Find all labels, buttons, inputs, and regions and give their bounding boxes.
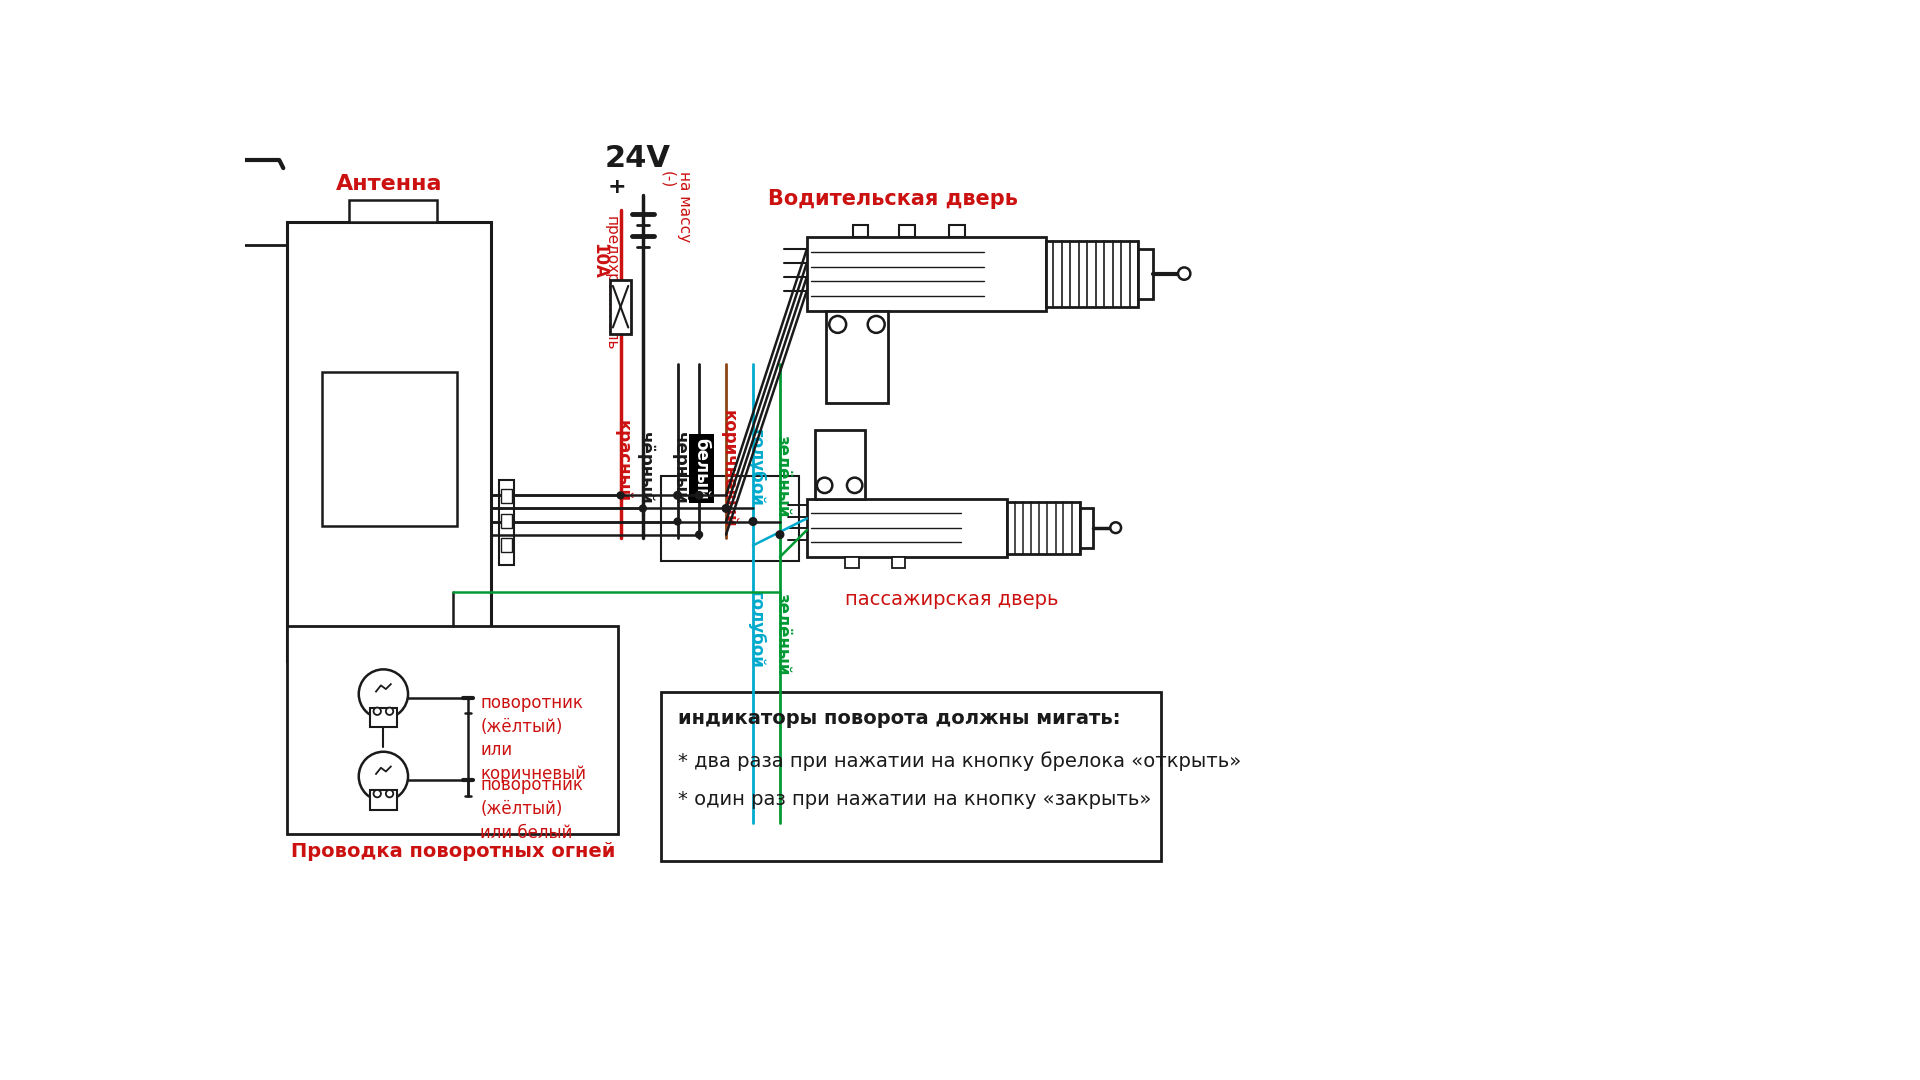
Circle shape — [359, 670, 409, 718]
Circle shape — [776, 531, 783, 538]
Text: красный: красный — [614, 420, 632, 502]
Circle shape — [386, 789, 394, 797]
Text: предохранитель: предохранитель — [603, 216, 618, 351]
Bar — [499, 480, 515, 565]
Bar — [288, 626, 618, 834]
Bar — [948, 225, 964, 238]
Bar — [891, 557, 906, 568]
Bar — [1046, 241, 1139, 307]
Text: пассажирская дверь: пассажирская дверь — [845, 590, 1060, 609]
Bar — [899, 225, 914, 238]
Circle shape — [618, 492, 624, 499]
Bar — [371, 707, 397, 727]
Circle shape — [374, 789, 380, 797]
Text: поворотник
(жёлтый)
или белый: поворотник (жёлтый) или белый — [480, 777, 584, 841]
Text: Антенна: Антенна — [336, 174, 442, 193]
Circle shape — [829, 316, 847, 333]
Text: голубой: голубой — [747, 430, 764, 508]
Circle shape — [674, 491, 682, 499]
Circle shape — [847, 477, 862, 494]
Text: белый: белый — [693, 437, 710, 499]
Circle shape — [374, 707, 380, 715]
Text: +: + — [607, 177, 626, 198]
Text: 24V: 24V — [605, 145, 670, 174]
Text: Водительская дверь: Водительская дверь — [768, 189, 1018, 208]
Text: чёрный: чёрный — [636, 432, 655, 504]
Bar — [1081, 509, 1092, 548]
Bar — [323, 373, 457, 526]
Bar — [806, 499, 1008, 557]
Text: зелёный: зелёный — [774, 593, 791, 675]
Bar — [845, 557, 860, 568]
Text: 10А: 10А — [589, 243, 609, 279]
Bar — [806, 238, 1046, 311]
Text: коричневый: коричневый — [720, 409, 737, 527]
Bar — [814, 430, 864, 499]
Circle shape — [1179, 268, 1190, 280]
Bar — [288, 222, 492, 661]
Text: * один раз при нажатии на кнопку «закрыть»: * один раз при нажатии на кнопку «закрыт… — [678, 789, 1150, 809]
Circle shape — [722, 505, 730, 512]
Bar — [501, 514, 513, 528]
Circle shape — [695, 491, 703, 499]
Bar — [1139, 249, 1154, 299]
Bar — [660, 691, 1162, 861]
Text: на массу
(-): на массу (-) — [660, 171, 693, 242]
Text: индикаторы поворота должны мигать:: индикаторы поворота должны мигать: — [678, 710, 1119, 728]
Bar — [349, 201, 438, 222]
Text: зелёный: зелёный — [774, 435, 791, 517]
Text: * два раза при нажатии на кнопку брелока «открыть»: * два раза при нажатии на кнопку брелока… — [678, 752, 1240, 771]
Bar — [349, 661, 438, 680]
Bar — [852, 225, 868, 238]
Circle shape — [749, 518, 756, 525]
Circle shape — [697, 531, 703, 538]
Circle shape — [1110, 523, 1121, 534]
Circle shape — [816, 477, 831, 494]
Circle shape — [359, 752, 409, 801]
Circle shape — [868, 316, 885, 333]
Text: чёрный: чёрный — [670, 432, 689, 504]
Circle shape — [639, 505, 645, 512]
Bar — [826, 311, 887, 403]
Bar — [1008, 502, 1081, 554]
Bar — [371, 789, 397, 810]
Bar — [501, 539, 513, 552]
Bar — [611, 280, 632, 334]
Text: голубой: голубой — [747, 591, 764, 669]
Text: Проводка поворотных огней: Проводка поворотных огней — [290, 841, 614, 861]
Bar — [501, 489, 513, 503]
Text: поворотник
(жёлтый)
или
коричневый: поворотник (жёлтый) или коричневый — [480, 694, 586, 783]
Circle shape — [386, 707, 394, 715]
Bar — [660, 476, 799, 561]
Circle shape — [674, 518, 680, 525]
